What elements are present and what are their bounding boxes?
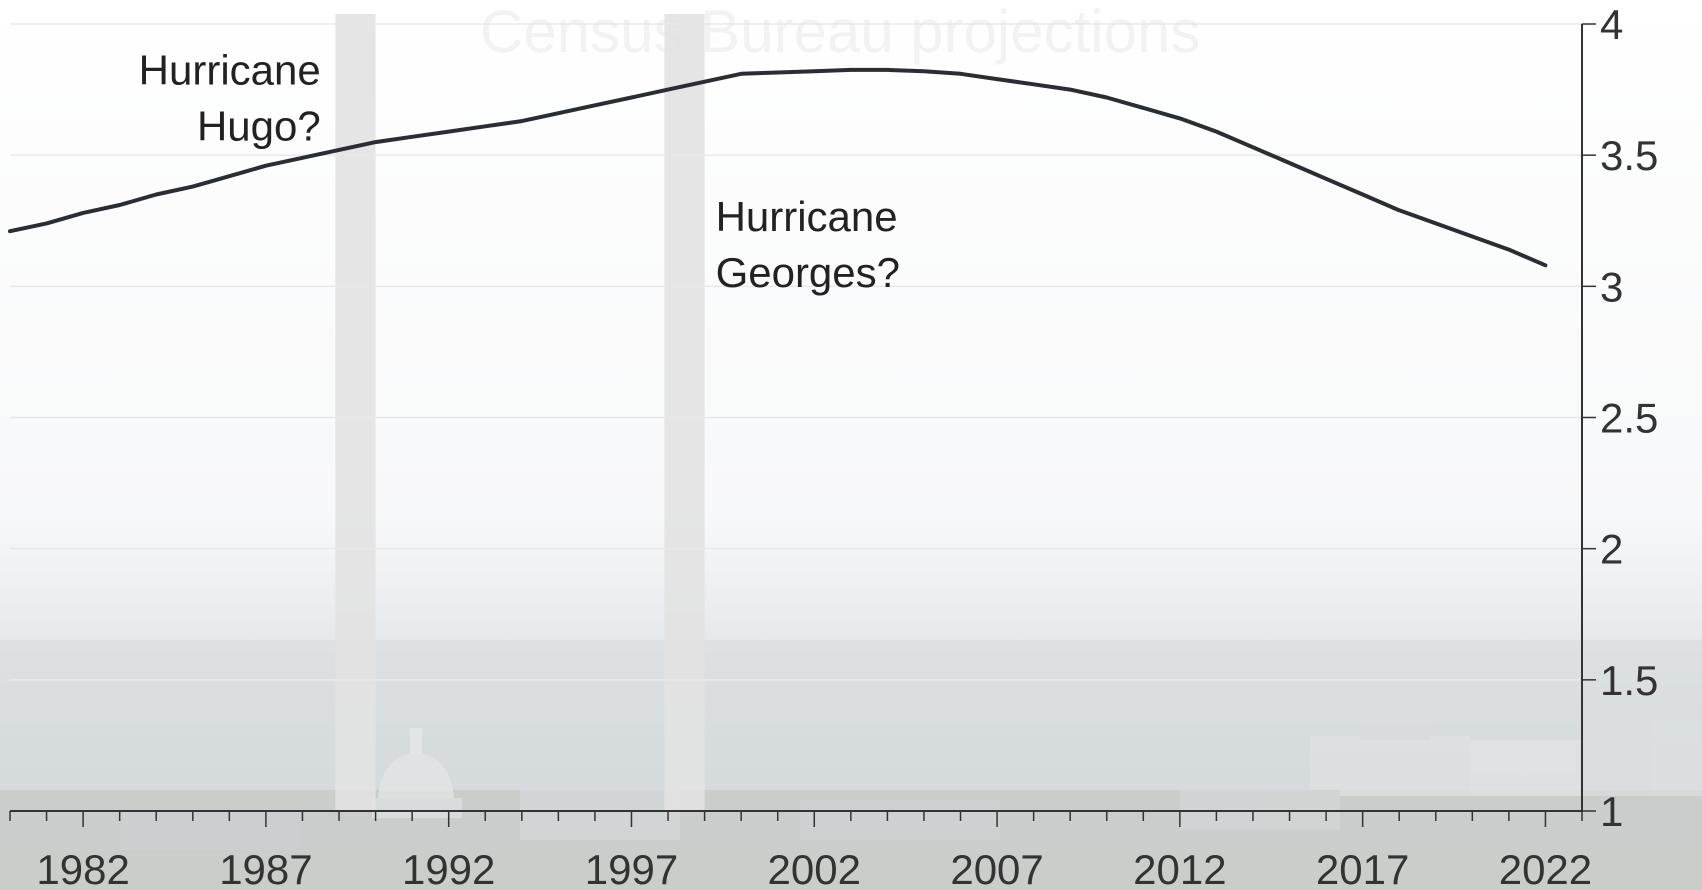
watermark-text: Census Bureau projections bbox=[480, 0, 1200, 65]
x-tick-label-1992: 1992 bbox=[402, 846, 495, 890]
annotations: Hurricane Hugo? Hurricane Georges? bbox=[139, 46, 900, 296]
annotation-1-line-1: Georges? bbox=[716, 249, 900, 296]
capitol-dome bbox=[372, 728, 462, 818]
x-tick-label-2022: 2022 bbox=[1499, 846, 1592, 890]
y-axis: 1 1.5 2 2.5 3 3.5 4 bbox=[1581, 1, 1658, 835]
y-tick-label-4: 3 bbox=[1600, 263, 1623, 310]
shaded-period-1 bbox=[664, 14, 705, 811]
x-tick-label-1997: 1997 bbox=[585, 846, 678, 890]
annotation-1-line-0: Hurricane bbox=[716, 193, 898, 240]
annotation-0: Hurricane Hugo? bbox=[139, 46, 321, 149]
gridlines bbox=[10, 23, 1582, 681]
y-tick-label-2: 2 bbox=[1600, 526, 1623, 573]
annotation-0-line-0: Hurricane bbox=[139, 46, 321, 93]
series-line bbox=[8, 67, 1548, 268]
x-axis: 1982 1987 1992 1997 2002 2007 2012 2017 2022 bbox=[9, 810, 1592, 890]
x-tick-label-1982: 1982 bbox=[36, 846, 129, 890]
y-tick-label-0: 1 bbox=[1600, 788, 1623, 835]
x-tick-label-1987: 1987 bbox=[219, 846, 312, 890]
annotation-0-line-1: Hugo? bbox=[197, 102, 321, 149]
x-tick-label-2002: 2002 bbox=[768, 846, 861, 890]
x-tick-label-2012: 2012 bbox=[1133, 846, 1226, 890]
x-tick-label-2007: 2007 bbox=[950, 846, 1043, 890]
y-tick-label-1: 1.5 bbox=[1600, 657, 1658, 704]
shaded-period-0 bbox=[335, 14, 376, 811]
y-tick-label-3: 2.5 bbox=[1600, 395, 1658, 442]
x-tick-label-2017: 2017 bbox=[1316, 846, 1409, 890]
y-tick-label-6: 4 bbox=[1600, 1, 1623, 48]
y-tick-label-5: 3.5 bbox=[1600, 132, 1658, 179]
annotation-1: Hurricane Georges? bbox=[716, 193, 900, 296]
